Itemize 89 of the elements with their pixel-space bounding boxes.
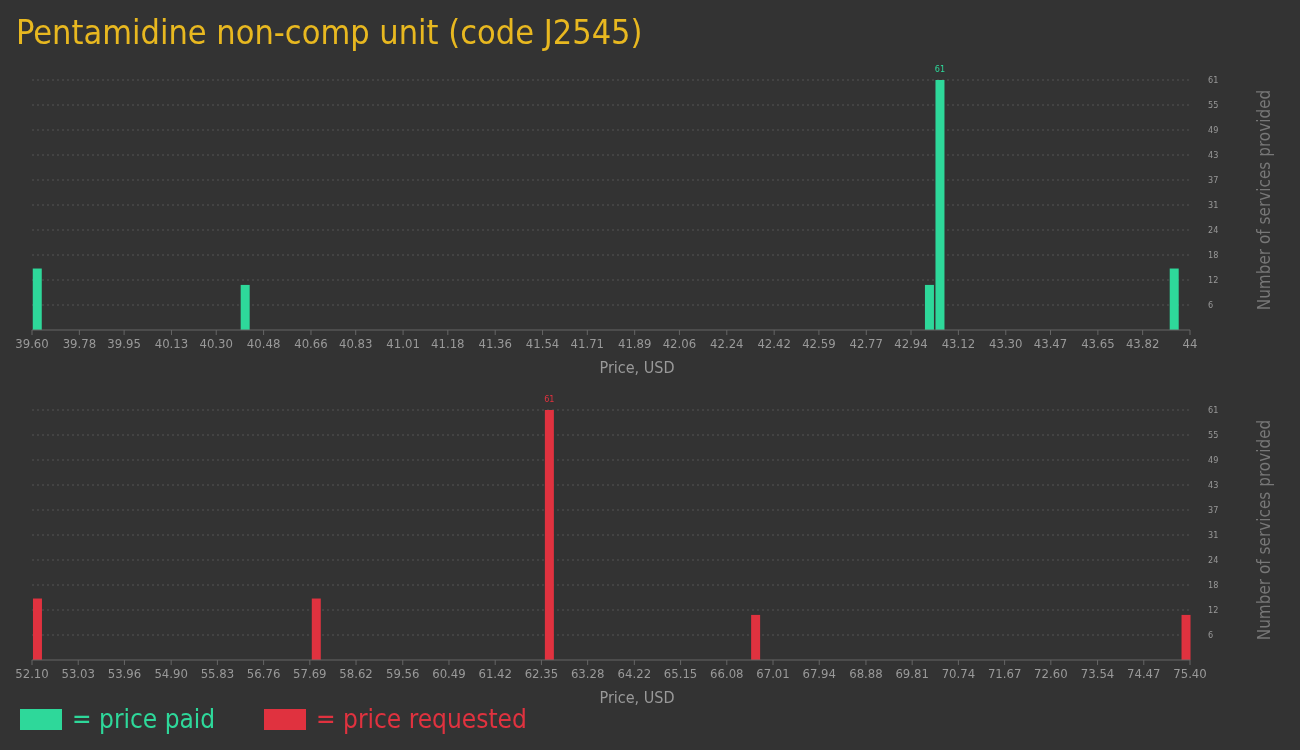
x-tick-label: 53.03 bbox=[61, 666, 95, 681]
legend-label: = price paid bbox=[72, 704, 216, 734]
y-tick-label: 49 bbox=[1208, 455, 1219, 465]
chart-title: Pentamidine non-comp unit (code J2545) bbox=[16, 12, 643, 52]
x-axis-title: Price, USD bbox=[599, 688, 675, 707]
x-tick-label: 67.94 bbox=[802, 666, 836, 681]
y-tick-label: 55 bbox=[1208, 100, 1219, 110]
bar bbox=[1181, 614, 1191, 660]
x-tick-label: 69.81 bbox=[895, 666, 929, 681]
bar bbox=[32, 598, 42, 660]
bar bbox=[32, 268, 42, 330]
x-tick-label: 54.90 bbox=[154, 666, 188, 681]
y-tick-label: 37 bbox=[1208, 505, 1219, 515]
x-tick-label: 39.60 bbox=[15, 336, 49, 351]
x-tick-label: 42.59 bbox=[802, 336, 836, 351]
x-tick-label: 42.24 bbox=[710, 336, 744, 351]
x-tick-label: 42.77 bbox=[849, 336, 884, 351]
x-tick-label: 41.01 bbox=[386, 336, 420, 351]
y-tick-label: 49 bbox=[1208, 125, 1219, 135]
x-tick-label: 59.56 bbox=[386, 666, 420, 681]
x-tick-label: 40.30 bbox=[199, 336, 233, 351]
x-tick-label: 65.15 bbox=[663, 666, 698, 681]
x-tick-label: 57.69 bbox=[293, 666, 327, 681]
legend-label: = price requested bbox=[316, 704, 527, 734]
x-tick-label: 56.76 bbox=[246, 666, 281, 681]
x-tick-label: 43.30 bbox=[989, 336, 1023, 351]
x-tick-label: 43.12 bbox=[941, 336, 976, 351]
bar bbox=[544, 410, 554, 660]
x-tick-label: 73.54 bbox=[1080, 666, 1115, 681]
x-tick-label: 61.42 bbox=[478, 666, 512, 681]
x-axis-title: Price, USD bbox=[599, 358, 675, 377]
x-tick-label: 39.78 bbox=[62, 336, 97, 351]
x-tick-label: 41.36 bbox=[478, 336, 512, 351]
x-tick-label: 70.74 bbox=[941, 666, 976, 681]
x-tick-label: 63.28 bbox=[570, 666, 605, 681]
x-tick-label: 42.94 bbox=[894, 336, 928, 351]
bar bbox=[240, 284, 250, 330]
y-axis-title: Number of services provided bbox=[1254, 419, 1274, 641]
y-tick-label: 12 bbox=[1208, 275, 1219, 285]
y-tick-label: 37 bbox=[1208, 175, 1219, 185]
y-tick-label: 12 bbox=[1208, 605, 1219, 615]
x-tick-label: 39.95 bbox=[107, 336, 141, 351]
x-tick-label: 75.40 bbox=[1173, 666, 1207, 681]
bar bbox=[751, 614, 761, 660]
y-tick-label: 61 bbox=[1208, 75, 1219, 85]
x-tick-label: 41.54 bbox=[525, 336, 560, 351]
x-tick-label: 41.89 bbox=[617, 336, 652, 351]
x-tick-label: 58.62 bbox=[339, 666, 373, 681]
x-tick-label: 43.82 bbox=[1125, 336, 1160, 351]
y-tick-label: 6 bbox=[1208, 300, 1214, 310]
y-tick-label: 43 bbox=[1208, 480, 1219, 490]
x-tick-label: 40.13 bbox=[154, 336, 189, 351]
x-tick-label: 71.67 bbox=[987, 666, 1022, 681]
x-tick-label: 43.65 bbox=[1081, 336, 1115, 351]
x-tick-label: 42.06 bbox=[662, 336, 697, 351]
y-tick-label: 24 bbox=[1208, 555, 1219, 565]
x-tick-label: 74.47 bbox=[1127, 666, 1161, 681]
y-tick-label: 55 bbox=[1208, 430, 1219, 440]
x-tick-label: 42.42 bbox=[757, 336, 791, 351]
y-tick-label: 31 bbox=[1208, 530, 1219, 540]
y-tick-label: 31 bbox=[1208, 200, 1219, 210]
y-tick-label: 24 bbox=[1208, 225, 1219, 235]
x-tick-label: 53.96 bbox=[107, 666, 142, 681]
x-tick-label: 66.08 bbox=[710, 666, 744, 681]
x-tick-label: 43.47 bbox=[1033, 336, 1068, 351]
y-tick-label: 61 bbox=[1208, 405, 1219, 415]
data-label: 61 bbox=[934, 64, 946, 74]
bar bbox=[311, 598, 321, 660]
x-tick-label: 60.49 bbox=[432, 666, 466, 681]
y-tick-label: 18 bbox=[1208, 580, 1219, 590]
x-tick-label: 72.60 bbox=[1034, 666, 1068, 681]
y-axis-title: Number of services provided bbox=[1254, 89, 1274, 311]
y-tick-label: 18 bbox=[1208, 250, 1219, 260]
y-tick-label: 6 bbox=[1208, 630, 1214, 640]
data-label: 61 bbox=[544, 394, 555, 404]
x-tick-label: 40.66 bbox=[294, 336, 328, 351]
x-tick-label: 40.83 bbox=[338, 336, 373, 351]
x-tick-label: 64.22 bbox=[617, 666, 652, 681]
x-tick-label: 44 bbox=[1182, 336, 1198, 351]
x-tick-label: 68.88 bbox=[849, 666, 883, 681]
bar bbox=[1169, 268, 1179, 330]
x-tick-label: 41.18 bbox=[431, 336, 465, 351]
x-tick-label: 40.48 bbox=[246, 336, 281, 351]
x-tick-label: 67.01 bbox=[756, 666, 790, 681]
x-tick-label: 55.83 bbox=[200, 666, 235, 681]
y-tick-label: 43 bbox=[1208, 150, 1219, 160]
x-tick-label: 52.10 bbox=[15, 666, 49, 681]
x-tick-label: 41.71 bbox=[570, 336, 605, 351]
x-tick-label: 62.35 bbox=[524, 666, 559, 681]
